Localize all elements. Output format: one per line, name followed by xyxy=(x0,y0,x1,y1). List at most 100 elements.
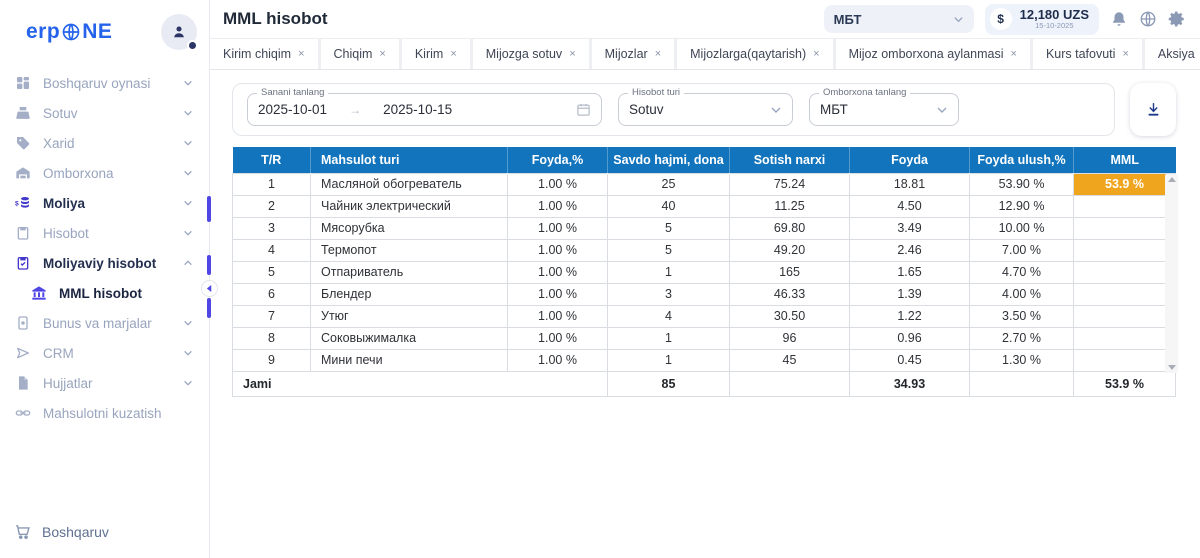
sidebar-item-mahsulotni-kuzatish[interactable]: Mahsulotni kuzatish xyxy=(0,398,209,428)
sidebar-item-bunus-va-marjalar[interactable]: Bunus va marjalar xyxy=(0,308,209,338)
sidebar-item-label: Bunus va marjalar xyxy=(43,315,152,331)
close-icon[interactable]: × xyxy=(1010,48,1017,60)
table-cell: 69.80 xyxy=(729,216,850,240)
close-icon[interactable]: × xyxy=(298,48,305,60)
table-cell: 8 xyxy=(232,326,311,350)
table-row: 1 Масляной обогреватель 1.00 % 25 75.24 18.81… xyxy=(232,172,1176,196)
bell-icon[interactable] xyxy=(1110,10,1128,28)
sidebar-item-moliya[interactable]: $ Moliya xyxy=(0,188,209,218)
tab-mijoz-omborxona-aylanmasi[interactable]: Mijoz omborxona aylanmasi × xyxy=(835,39,1030,69)
tab-mijozlarga-qaytarish[interactable]: Mijozlarga(qaytarish) × xyxy=(677,39,833,69)
col-header-mahsulot-turi[interactable]: Mahsulot turi xyxy=(310,147,508,173)
currency-widget[interactable]: $ 12,180 UZS 15-10-2025 xyxy=(984,3,1099,35)
active-indicator-moliyaviy-hisobot xyxy=(207,255,211,275)
dollar-icon: $ xyxy=(989,8,1012,30)
close-icon[interactable]: × xyxy=(654,48,662,60)
tab-label: Mijoz omborxona aylanmasi xyxy=(848,47,1004,61)
table-cell: 4.50 xyxy=(849,194,970,218)
gear-icon[interactable] xyxy=(1168,10,1186,28)
date-to-value[interactable]: 2025-10-15 xyxy=(383,102,453,117)
sidebar-item-label: Omborxona xyxy=(43,165,114,181)
table-cell: 1.00 % xyxy=(507,172,608,196)
arrow-right-icon: → xyxy=(349,102,362,117)
date-from-value[interactable]: 2025-10-01 xyxy=(258,102,328,117)
sidebar-item-sotuv[interactable]: Sotuv xyxy=(0,98,209,128)
tab-mijozga-sotuv[interactable]: Mijozga sotuv × xyxy=(472,39,589,69)
table-body: 1 Масляной обогреватель 1.00 % 25 75.24 18.81… xyxy=(232,172,1176,372)
warehouse-filter-select[interactable]: Omborxona tanlang МБТ xyxy=(809,87,959,126)
page-title: MML hisobot xyxy=(223,9,328,28)
col-header-tr[interactable]: T/R xyxy=(232,147,311,173)
col-header-foyda-ulush[interactable]: Foyda ulush,% xyxy=(969,147,1074,173)
sidebar-item-omborxona[interactable]: Omborxona xyxy=(0,158,209,188)
tab-label: Mijozga sotuv xyxy=(485,47,563,61)
report-type-select[interactable]: Hisobot turi Sotuv xyxy=(618,87,793,126)
chevron-down-icon xyxy=(183,378,193,388)
table-cell: Мясорубка xyxy=(310,216,508,240)
col-header-foyda[interactable]: Foyda xyxy=(849,147,970,173)
col-header-sotish-narxi[interactable]: Sotish narxi xyxy=(729,147,850,173)
col-header-foyda-pct[interactable]: Foyda,% xyxy=(507,147,608,173)
warehouse-filter-label: Omborxona tanlang xyxy=(819,87,911,98)
table-cell xyxy=(1073,260,1176,284)
col-header-savdo-hajmi[interactable]: Savdo hajmi, dona xyxy=(607,147,730,173)
report-table-wrap: T/R Mahsulot turi Foyda,% Savdo hajmi, d… xyxy=(232,147,1178,397)
scroll-down-icon[interactable] xyxy=(1167,365,1176,370)
table-cell: 1.00 % xyxy=(507,260,608,284)
tab-chiqim[interactable]: Chiqim × xyxy=(320,39,399,69)
tab-kurs-tafovuti[interactable]: Kurs tafovuti × xyxy=(1032,39,1142,69)
logo-row: erp NE xyxy=(0,0,209,62)
table-cell: 6 xyxy=(232,282,311,306)
col-header-mml[interactable]: MML xyxy=(1073,147,1176,173)
table-cell[interactable]: 53.9 % xyxy=(1073,172,1176,196)
calendar-icon[interactable] xyxy=(576,102,591,117)
tab-kirim[interactable]: Kirim × xyxy=(401,39,470,69)
scroll-up-icon[interactable] xyxy=(1167,177,1176,182)
main-area: MML hisobot МБТ $ 12,180 UZS 15-10-2025 … xyxy=(210,0,1200,558)
date-range-input[interactable]: Sanani tanlang 2025-10-01 → 2025-10-15 xyxy=(247,87,602,126)
close-icon[interactable]: × xyxy=(1122,48,1129,60)
download-button[interactable] xyxy=(1130,83,1176,136)
chevron-down-icon xyxy=(183,198,193,208)
sidebar: erp NE Boshqaruv oynasi Sotuv Xarid xyxy=(0,0,218,558)
sidebar-item-boshqaruv[interactable]: Boshqaruv xyxy=(0,507,209,558)
user-avatar[interactable] xyxy=(161,14,198,51)
close-icon[interactable]: × xyxy=(450,48,457,60)
logo-text-right: NE xyxy=(82,20,113,43)
close-icon[interactable]: × xyxy=(569,48,576,60)
table-footer: Jami 85 34.93 53.9 % xyxy=(232,370,1176,397)
tab-mijozlar[interactable]: Mijozlar × xyxy=(591,39,675,69)
warehouse-header-select[interactable]: МБТ xyxy=(823,5,974,33)
chevron-down-icon xyxy=(183,168,193,178)
table-scrollbar[interactable] xyxy=(1165,174,1178,373)
arrow-left-icon xyxy=(206,285,212,292)
table-cell: 1.00 % xyxy=(507,216,608,240)
tab-aksiya[interactable]: Aksiya× xyxy=(1144,39,1200,69)
total-foyda-ulush-empty xyxy=(969,370,1074,397)
sidebar-collapse-button[interactable] xyxy=(201,280,218,297)
sidebar-item-label: Mahsulotni kuzatish xyxy=(43,405,162,421)
close-icon[interactable]: × xyxy=(813,48,820,60)
sidebar-item-mml-hisobot[interactable]: MML hisobot xyxy=(0,278,209,308)
financial-report-icon xyxy=(14,255,32,271)
tab-kirim-chiqim[interactable]: Kirim chiqim × xyxy=(210,39,318,69)
table-cell: 1.39 xyxy=(849,282,970,306)
table-cell: 12.90 % xyxy=(969,194,1074,218)
close-icon[interactable]: × xyxy=(379,48,386,60)
globe-icon[interactable] xyxy=(1139,10,1157,28)
table-cell: 5 xyxy=(607,238,730,262)
sidebar-item-moliyaviy-hisobot[interactable]: Moliyaviy hisobot xyxy=(0,248,209,278)
table-cell xyxy=(1073,348,1176,372)
sidebar-item-hisobot[interactable]: Hisobot xyxy=(0,218,209,248)
table-row: 6 Блендер 1.00 % 3 46.33 1.39 4.00 % xyxy=(232,282,1176,306)
table-cell: Отпариватель xyxy=(310,260,508,284)
total-mml: 53.9 % xyxy=(1073,370,1176,397)
sidebar-item-boshqaruv-oynasi[interactable]: Boshqaruv oynasi xyxy=(0,68,209,98)
sidebar-item-xarid[interactable]: Xarid xyxy=(0,128,209,158)
table-cell: 0.45 xyxy=(849,348,970,372)
sidebar-item-hujjatlar[interactable]: Hujjatlar xyxy=(0,368,209,398)
sidebar-item-crm[interactable]: CRM xyxy=(0,338,209,368)
table-cell: 40 xyxy=(607,194,730,218)
download-icon xyxy=(1148,103,1158,116)
table-cell xyxy=(1073,216,1176,240)
